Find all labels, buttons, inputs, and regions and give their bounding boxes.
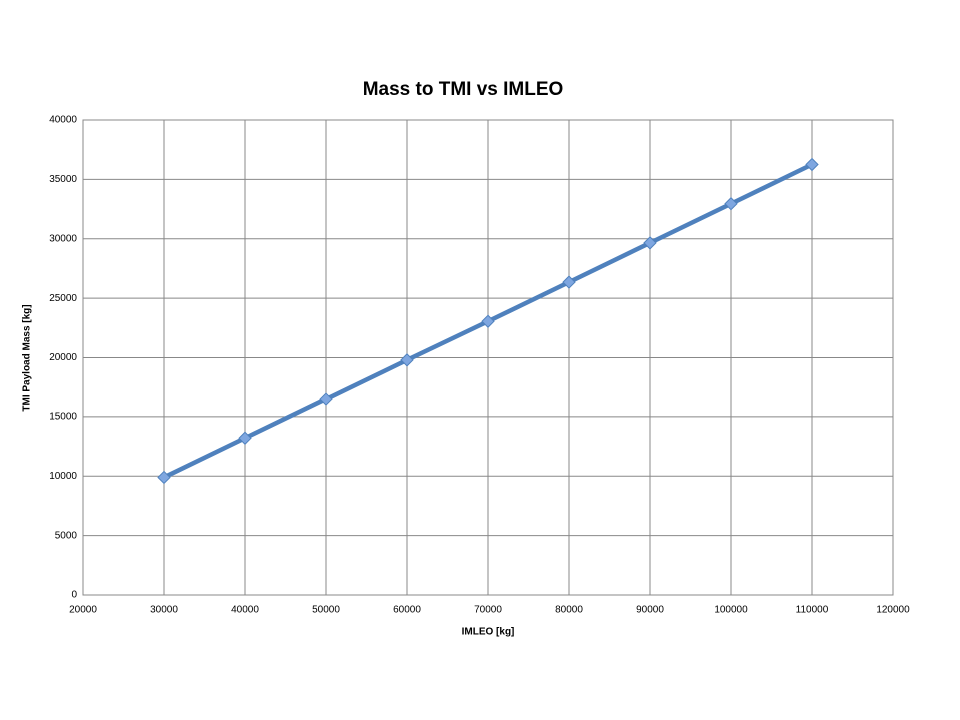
x-tick-label: 80000 — [555, 605, 583, 616]
x-tick-label: 90000 — [636, 605, 664, 616]
data-point — [400, 353, 414, 367]
chart-title: Mass to TMI vs IMLEO — [363, 79, 564, 100]
y-tick-label: 0 — [71, 590, 77, 601]
x-tick-label: 20000 — [69, 605, 97, 616]
data-point — [238, 431, 252, 445]
x-tick-label: 40000 — [231, 605, 259, 616]
x-axis-label: IMLEO [kg] — [462, 627, 515, 638]
data-point — [643, 236, 657, 250]
x-tick-label: 110000 — [796, 605, 829, 616]
y-tick-label: 30000 — [49, 233, 77, 244]
y-tick-label: 25000 — [49, 293, 77, 304]
x-tick-label: 120000 — [876, 605, 910, 616]
y-tick-label: 15000 — [49, 412, 77, 423]
data-point — [319, 392, 333, 406]
data-point — [157, 470, 171, 485]
x-tick-label: 60000 — [393, 605, 421, 616]
data-point — [481, 314, 495, 328]
y-tick-label: 40000 — [49, 115, 77, 126]
x-tick-label: 30000 — [150, 605, 178, 616]
x-tick-label: 100000 — [714, 605, 748, 616]
y-axis-label: TMI Payload Mass [kg] — [22, 304, 33, 411]
data-point — [562, 275, 576, 289]
x-tick-label: 50000 — [312, 605, 340, 616]
data-point — [805, 157, 819, 172]
y-tick-label: 35000 — [49, 174, 77, 185]
y-tick-label: 5000 — [55, 530, 78, 541]
x-tick-label: 70000 — [474, 605, 502, 616]
y-tick-label: 20000 — [49, 352, 77, 363]
data-point — [724, 197, 738, 211]
y-tick-label: 10000 — [49, 471, 77, 482]
